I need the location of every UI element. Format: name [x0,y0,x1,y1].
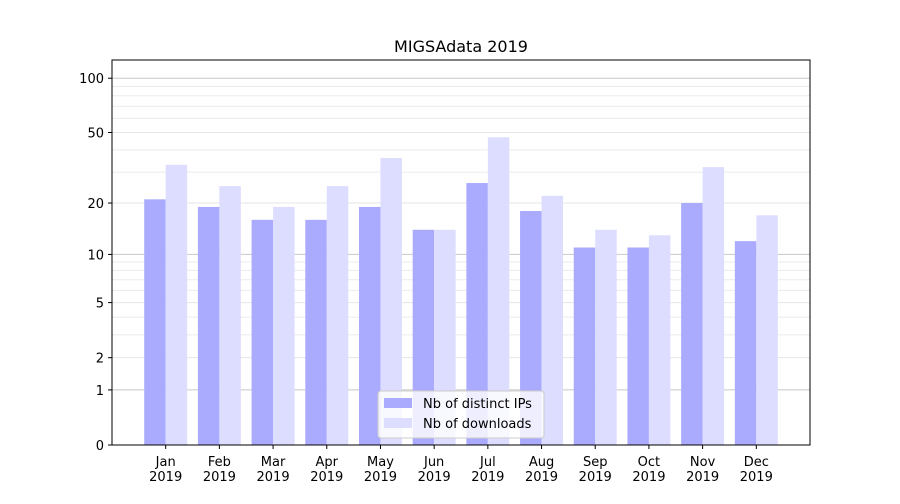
x-tick-label: Jun 2019 [418,455,451,485]
bar-downloads [648,235,671,445]
bar-ips [251,219,274,445]
bar-ips [197,206,220,445]
bar-ips [305,219,327,445]
y-tick-label: 20 [87,197,104,212]
bar-ips [734,241,757,445]
x-tick-label: Nov 2019 [686,455,719,485]
bar-downloads [487,137,510,446]
x-tick-label: Feb 2019 [203,455,236,485]
y-tick-label: 0 [96,439,104,454]
y-tick-label: 1 [96,384,104,399]
y-tick-label: 5 [96,297,104,312]
chart-title: MIGSAdata 2019 [394,37,528,56]
bar-downloads [273,206,295,445]
y-tick-label: 100 [79,72,104,87]
bar-downloads [595,229,617,445]
bar-downloads [541,195,564,445]
bar-ips [520,210,542,445]
x-tick-label: Aug 2019 [525,455,558,485]
y-tick-label: 50 [87,127,104,142]
x-tick-label: Jan 2019 [149,455,182,485]
bar-downloads [702,167,725,445]
x-tick-label: May 2019 [364,455,397,485]
x-tick-label: Jul 2019 [471,455,504,485]
legend-label: Nb of distinct IPs [423,397,532,412]
bar-downloads [219,186,241,445]
bar-ips [144,199,166,445]
plot-frame [111,59,811,446]
x-tick-label: Sep 2019 [579,455,612,485]
x-tick-label: Oct 2019 [632,455,665,485]
bar-ips [358,206,381,445]
bar-downloads [380,158,402,445]
bar-ips [681,203,703,445]
bar-ips [573,247,596,445]
bar-downloads [756,215,778,445]
y-tick-label: 2 [96,352,104,367]
bar-ips [627,247,649,445]
bar-downloads [165,164,188,445]
legend-swatch [384,418,412,428]
y-axis: 0 1 2 5 10 20 50 100 [79,72,112,454]
bars [144,137,778,446]
legend-label: Nb of downloads [423,417,532,432]
legend: Nb of distinct IPs Nb of downloads [377,390,545,439]
x-tick-label: Mar 2019 [257,455,290,485]
x-tick-label: Dec 2019 [740,455,773,485]
x-axis: Jan 2019 Feb 2019 Mar 2019 Apr 2019 May 2019 Jun 20… [149,445,773,485]
x-tick-label: Apr 2019 [310,455,343,485]
legend-swatch [384,398,412,408]
bar-ips [466,183,488,445]
bar-downloads [326,186,349,445]
y-tick-label: 10 [87,248,104,263]
legend-box [377,390,545,439]
